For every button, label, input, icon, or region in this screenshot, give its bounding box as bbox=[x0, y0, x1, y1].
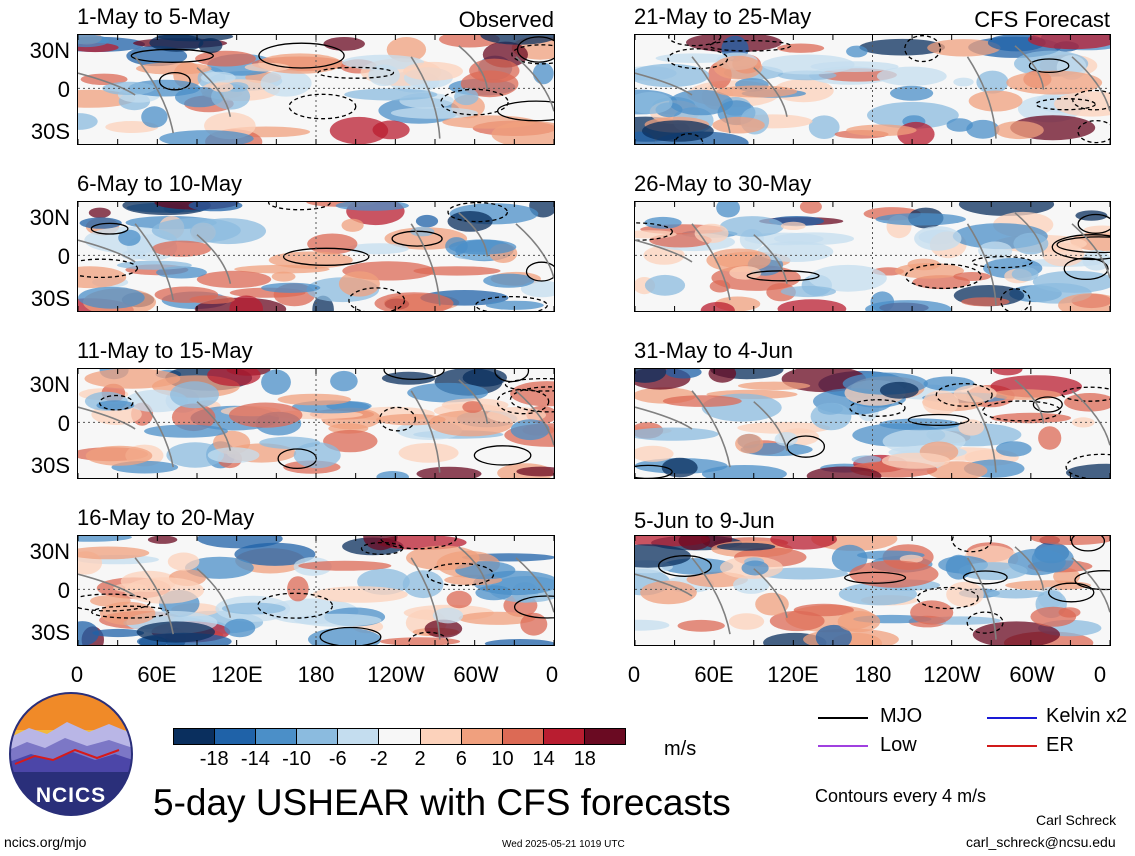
ylabel-30s: 30S bbox=[30, 620, 70, 645]
map-panel-5 bbox=[77, 368, 555, 479]
map-panel-4 bbox=[634, 201, 1111, 312]
footer-timestamp: Wed 2025-05-21 1019 UTC bbox=[502, 839, 625, 850]
legend-line-low bbox=[818, 745, 868, 747]
panel-6-title: 31-May to 4-Jun bbox=[634, 338, 793, 363]
map-panel-1 bbox=[77, 34, 555, 145]
ylabel-30n: 30N bbox=[29, 372, 70, 397]
colorbar-cell bbox=[543, 729, 585, 744]
ylabel-30s: 30S bbox=[30, 453, 70, 478]
ncics-logo: NCICS bbox=[9, 692, 133, 816]
ylabel-30n: 30N bbox=[29, 539, 70, 564]
colorbar-cell bbox=[379, 729, 421, 744]
map-panel-6 bbox=[634, 368, 1111, 479]
colorbar-tick-label: -10 bbox=[282, 748, 311, 770]
legend-label-low: Low bbox=[880, 734, 917, 756]
xlabel-0: 0 bbox=[1093, 662, 1107, 687]
ylabel-0: 0 bbox=[57, 411, 70, 436]
legend-line-mjo bbox=[818, 717, 868, 719]
panel-4-title: 26-May to 30-May bbox=[634, 171, 812, 196]
xlabel-120e: 120E bbox=[211, 662, 263, 687]
colorbar-cell bbox=[215, 729, 257, 744]
colorbar-cell bbox=[502, 729, 544, 744]
xlabel-0: 0 bbox=[545, 662, 559, 687]
xlabel-120e: 120E bbox=[767, 662, 819, 687]
ylabel-30s: 30S bbox=[30, 119, 70, 144]
legend-line-er bbox=[987, 745, 1037, 747]
colorbar-tick-label: 14 bbox=[532, 748, 555, 770]
panel-1-title: 1-May to 5-May bbox=[77, 4, 230, 29]
figure-title: 5-day USHEAR with CFS forecasts bbox=[153, 782, 731, 823]
panel-8-title: 5-Jun to 9-Jun bbox=[634, 508, 775, 533]
colorbar-cell bbox=[420, 729, 462, 744]
ylabel-30n: 30N bbox=[29, 205, 70, 230]
xlabel-180: 180 bbox=[854, 662, 892, 687]
colorbar-tick-label: 10 bbox=[491, 748, 514, 770]
xlabel-0: 0 bbox=[627, 662, 641, 687]
shear-field bbox=[635, 202, 1110, 311]
ylabel-30n: 30N bbox=[29, 38, 70, 63]
colorbar bbox=[173, 728, 626, 745]
colorbar-cell bbox=[461, 729, 503, 744]
colorbar-tick-label: -6 bbox=[328, 748, 347, 770]
footer-email: carl_schreck@ncsu.edu bbox=[966, 834, 1116, 850]
panel-3-title: 6-May to 10-May bbox=[77, 171, 243, 196]
xlabel-60e: 60E bbox=[137, 662, 177, 687]
panel-2-title: 21-May to 25-May bbox=[634, 4, 812, 29]
ylabel-0: 0 bbox=[57, 578, 70, 603]
xlabel-0: 0 bbox=[70, 662, 84, 687]
colorbar-tick-label: -14 bbox=[240, 748, 270, 770]
panel-7-title: 16-May to 20-May bbox=[77, 505, 255, 530]
map-panel-7 bbox=[77, 535, 555, 646]
map-panel-8 bbox=[634, 535, 1111, 646]
shear-field bbox=[635, 35, 1110, 144]
footer-author: Carl Schreck bbox=[1036, 812, 1117, 828]
colorbar-tick-label: 2 bbox=[414, 748, 426, 770]
legend-label-mjo: MJO bbox=[880, 705, 923, 727]
panel-5-title: 11-May to 15-May bbox=[77, 338, 253, 363]
colorbar-tick-label: -2 bbox=[370, 748, 388, 770]
xlabel-120w: 120W bbox=[923, 662, 981, 687]
ylabel-0: 0 bbox=[57, 77, 70, 102]
cfs-forecast-label: CFS Forecast bbox=[974, 7, 1110, 32]
legend-label-er: ER bbox=[1046, 734, 1074, 756]
colorbar-cell bbox=[584, 729, 626, 744]
colorbar-tick-label: -18 bbox=[199, 748, 229, 770]
xlabel-60w: 60W bbox=[453, 662, 499, 687]
shear-field bbox=[78, 202, 554, 311]
shear-field bbox=[78, 536, 554, 645]
colorbar-units: m/s bbox=[664, 738, 697, 760]
colorbar-tick-label: 6 bbox=[455, 748, 467, 770]
map-panel-3 bbox=[77, 201, 555, 312]
xlabel-60e: 60E bbox=[694, 662, 734, 687]
logo-text: NCICS bbox=[36, 784, 106, 807]
colorbar-cell bbox=[256, 729, 298, 744]
xlabel-60w: 60W bbox=[1009, 662, 1055, 687]
ylabel-0: 0 bbox=[57, 244, 70, 269]
observed-label: Observed bbox=[458, 7, 554, 32]
shear-field bbox=[635, 536, 1110, 645]
xlabel-120w: 120W bbox=[367, 662, 425, 687]
shear-field bbox=[78, 369, 554, 478]
map-panel-2 bbox=[634, 34, 1111, 145]
contours-note: Contours every 4 m/s bbox=[815, 786, 987, 806]
shear-field bbox=[635, 369, 1110, 478]
colorbar-cell bbox=[338, 729, 380, 744]
colorbar-cell bbox=[297, 729, 339, 744]
colorbar-cell bbox=[174, 729, 216, 744]
footer-url: ncics.org/mjo bbox=[4, 834, 87, 850]
colorbar-tick-label: 18 bbox=[573, 748, 596, 770]
xlabel-180: 180 bbox=[297, 662, 335, 687]
shear-field bbox=[78, 35, 554, 144]
legend-label-kelvin: Kelvin x2 bbox=[1046, 705, 1128, 727]
legend-line-kelvin bbox=[987, 717, 1037, 719]
ylabel-30s: 30S bbox=[30, 286, 70, 311]
